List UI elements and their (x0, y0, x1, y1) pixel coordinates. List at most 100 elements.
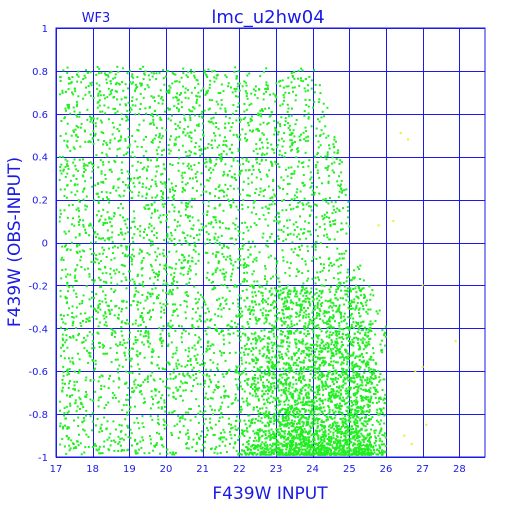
data-point (151, 355, 154, 358)
data-point (104, 352, 107, 355)
data-point (112, 215, 115, 218)
data-point (281, 145, 284, 148)
data-point (220, 153, 223, 155)
data-point (291, 107, 293, 110)
data-point (120, 430, 123, 432)
data-point (116, 110, 119, 113)
data-point (111, 231, 114, 234)
data-point (311, 311, 314, 314)
data-point (205, 374, 208, 377)
data-point (312, 106, 315, 109)
data-point (326, 300, 329, 303)
data-point (239, 411, 242, 414)
data-point (121, 81, 123, 84)
data-point (312, 337, 315, 340)
data-point (103, 416, 106, 419)
data-point (264, 267, 267, 270)
data-point (360, 379, 363, 382)
data-point (241, 128, 244, 131)
data-point (251, 301, 254, 304)
data-point (137, 308, 140, 311)
data-point (128, 357, 131, 360)
data-point (125, 306, 128, 309)
data-point (133, 217, 136, 220)
data-point (145, 193, 148, 196)
data-point (323, 234, 325, 237)
data-point (275, 347, 278, 350)
data-point (350, 326, 353, 328)
data-point (161, 127, 164, 130)
data-point (302, 425, 305, 427)
data-point (253, 300, 256, 303)
data-point (139, 108, 142, 111)
data-point (141, 283, 144, 286)
data-point (110, 287, 113, 290)
data-point (327, 165, 330, 168)
data-point (268, 115, 271, 118)
data-point (326, 373, 329, 376)
data-point (340, 179, 343, 182)
data-point (187, 260, 190, 262)
grid-lines (56, 28, 485, 458)
data-point (121, 365, 124, 368)
data-point (129, 111, 131, 114)
data-point (277, 228, 280, 231)
data-point (275, 396, 278, 399)
data-point (349, 317, 352, 320)
data-point (149, 374, 152, 377)
data-point (199, 338, 202, 341)
data-point (243, 299, 246, 302)
data-point (260, 115, 263, 118)
data-point (72, 217, 74, 220)
data-point (304, 300, 307, 303)
data-point (136, 228, 139, 231)
data-point (349, 287, 352, 290)
data-point (266, 379, 269, 382)
data-point (115, 81, 118, 84)
data-point (126, 218, 129, 221)
data-point (145, 186, 148, 189)
data-point (102, 161, 105, 164)
data-point (345, 280, 348, 283)
data-point (216, 146, 219, 149)
data-point (354, 438, 357, 441)
data-point (250, 211, 253, 214)
data-point (155, 165, 158, 168)
data-point (306, 279, 309, 282)
data-point (147, 159, 150, 162)
data-point (154, 175, 157, 178)
data-point (234, 223, 237, 226)
data-point (328, 174, 331, 177)
data-point (330, 437, 333, 440)
data-point (91, 162, 94, 165)
data-point (76, 405, 79, 408)
data-point (255, 188, 258, 191)
data-point (308, 159, 311, 162)
data-point (100, 172, 103, 175)
data-point (256, 97, 259, 100)
data-point (247, 249, 250, 251)
data-point (355, 396, 358, 399)
data-point (242, 443, 245, 446)
data-point (88, 234, 91, 237)
data-point (309, 230, 311, 233)
data-point (75, 125, 78, 127)
data-point (243, 262, 246, 265)
data-point (259, 187, 262, 190)
data-point (204, 329, 207, 332)
data-point (76, 190, 79, 193)
data-point (63, 139, 66, 142)
data-point (235, 314, 238, 317)
data-point (184, 183, 187, 186)
data-point (255, 318, 257, 321)
data-point (147, 291, 150, 294)
data-point (179, 431, 181, 434)
data-point (223, 273, 226, 275)
data-point (186, 429, 189, 432)
data-point (255, 256, 258, 259)
data-point (277, 131, 280, 133)
data-point (102, 352, 105, 355)
data-point (147, 341, 150, 344)
data-point (178, 239, 181, 242)
data-point (126, 109, 129, 112)
